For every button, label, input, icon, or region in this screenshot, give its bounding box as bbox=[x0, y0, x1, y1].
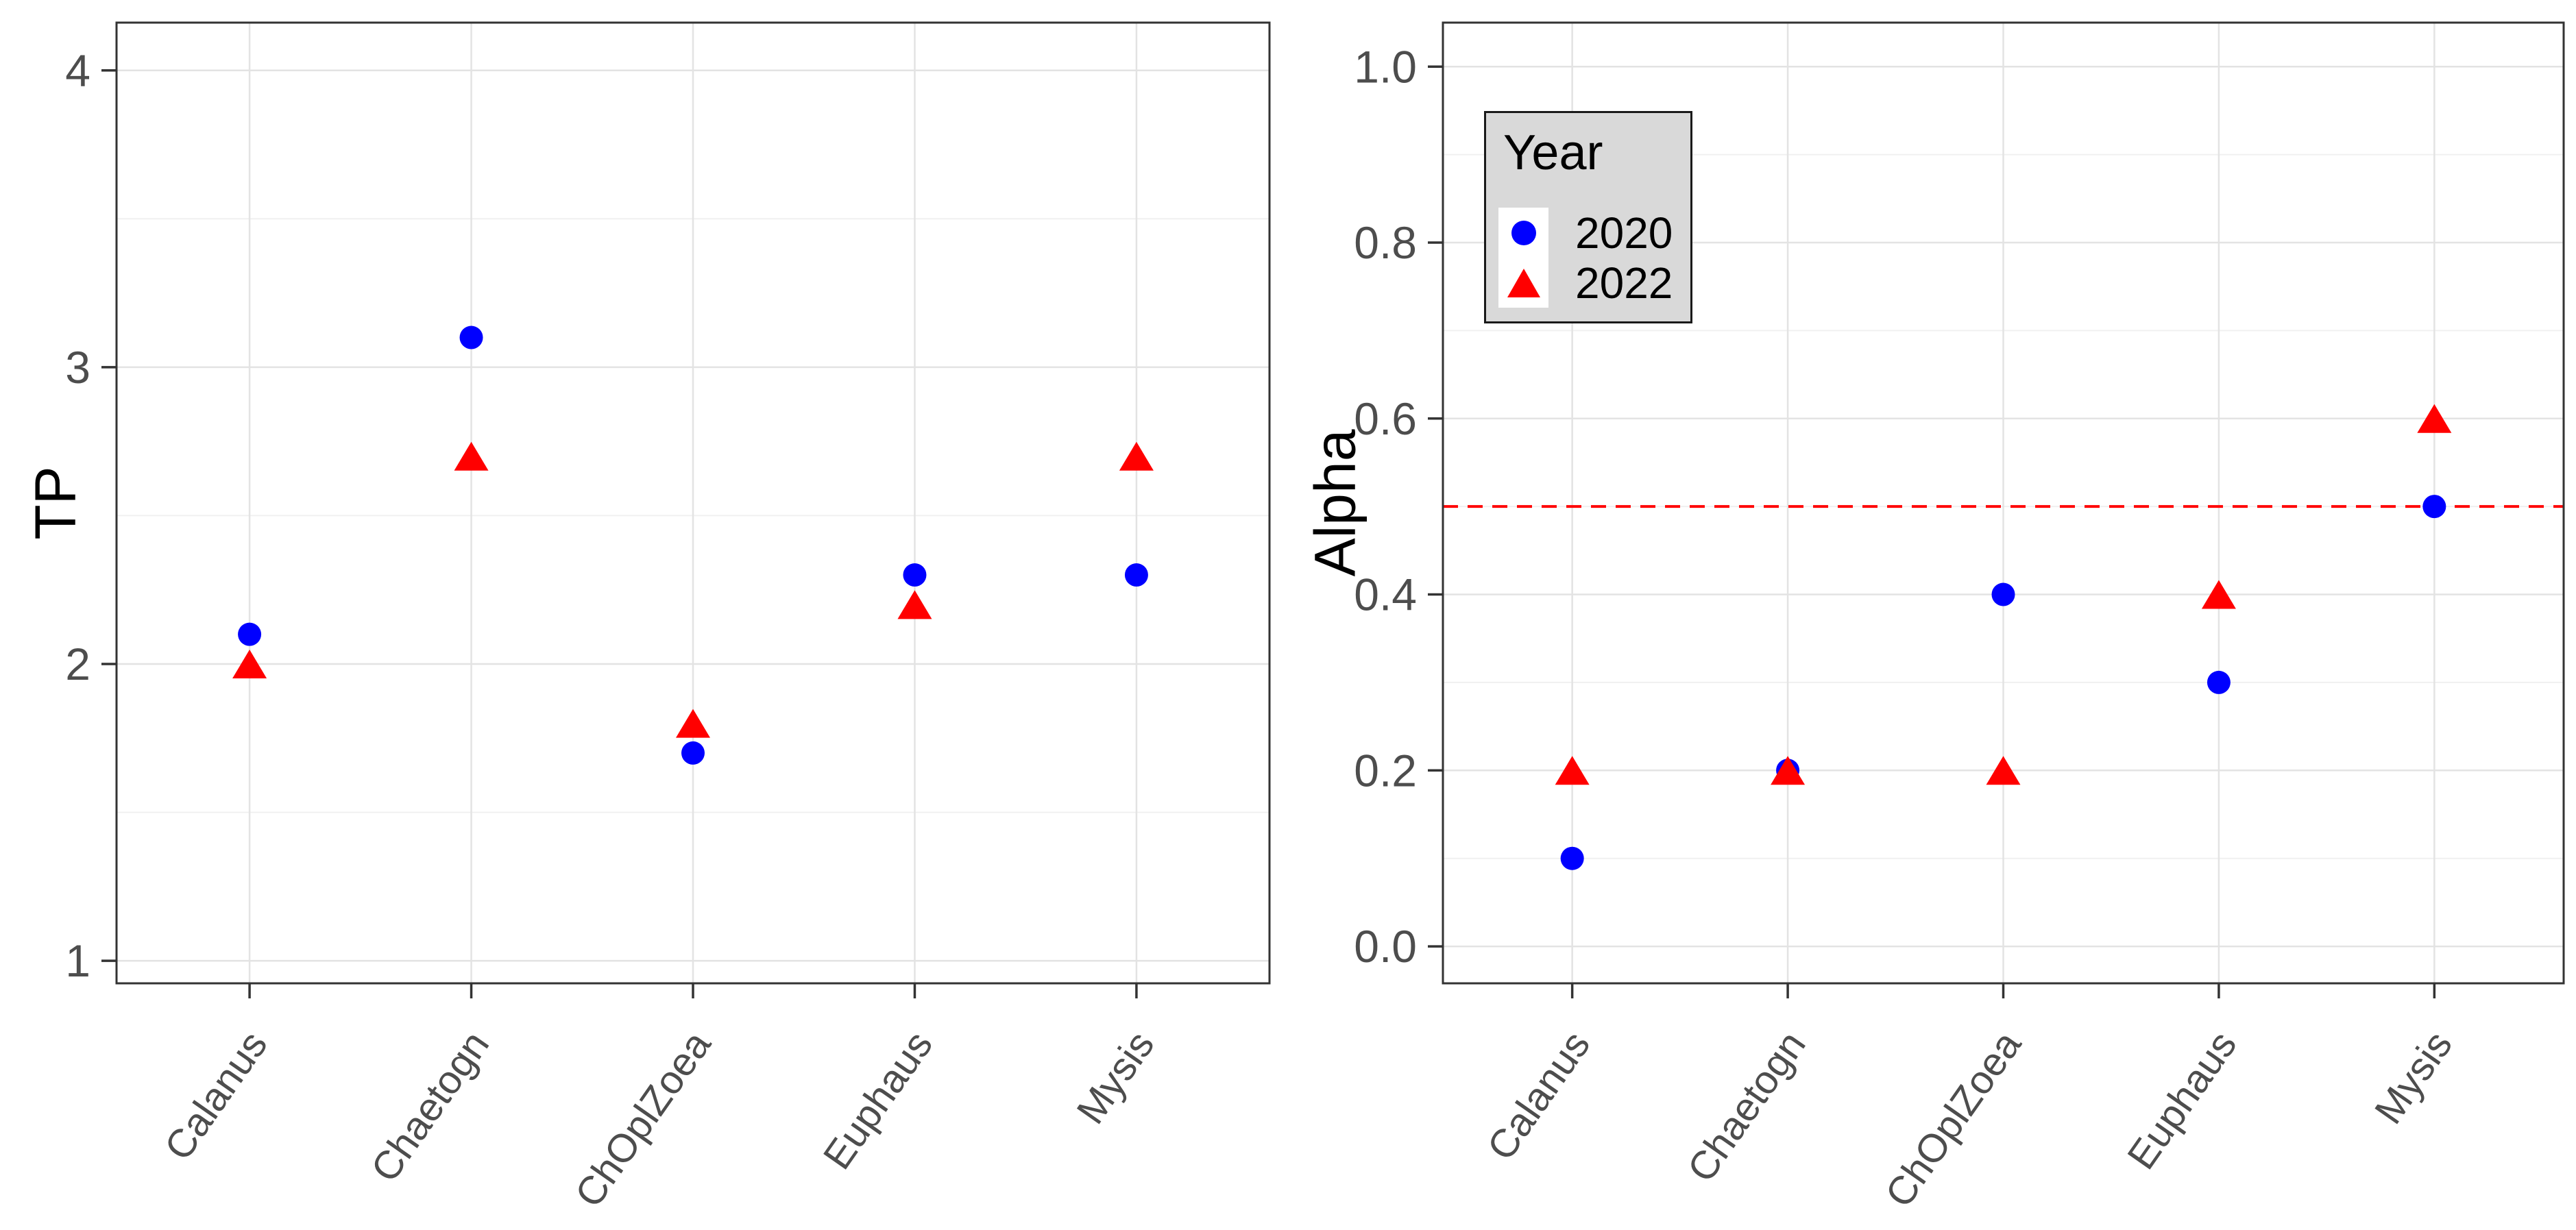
legend-key-box bbox=[1498, 258, 1548, 308]
data-point-2022 bbox=[232, 649, 267, 678]
legend-key-box bbox=[1498, 208, 1548, 258]
data-point-2022 bbox=[676, 709, 710, 738]
x-tick-label: ChOplZoea bbox=[566, 1023, 720, 1216]
data-point-2020 bbox=[903, 563, 927, 587]
x-tick-label: Euphaus bbox=[2119, 1023, 2246, 1177]
legend-row-2022: 2022 bbox=[1498, 258, 1673, 308]
legend: Year 2020 2022 bbox=[1484, 111, 1692, 323]
y-axis-title: Alpha bbox=[1302, 429, 1367, 576]
x-tick-label: Euphaus bbox=[815, 1023, 942, 1177]
data-point-2020 bbox=[459, 325, 483, 349]
y-tick-label: 0.8 bbox=[1354, 217, 1417, 268]
data-point-2020 bbox=[2422, 495, 2446, 519]
data-point-2020 bbox=[1124, 563, 1148, 587]
legend-label-2020: 2020 bbox=[1575, 208, 1673, 258]
legend-keys: 2020 2022 bbox=[1498, 208, 1673, 308]
data-point-2020 bbox=[1991, 582, 2015, 606]
y-tick-label: 0.2 bbox=[1354, 745, 1417, 796]
x-tick-label: Mysis bbox=[2366, 1023, 2461, 1132]
data-point-2022 bbox=[897, 590, 932, 619]
x-tick-label: Calanus bbox=[156, 1023, 276, 1168]
x-tick-label: Chaetogn bbox=[363, 1023, 498, 1190]
legend-label-2022: 2022 bbox=[1575, 258, 1673, 308]
y-tick-label: 3 bbox=[65, 342, 90, 393]
data-point-2022 bbox=[454, 441, 489, 471]
tp-panel: 1 2 3 4 Calanus Chaetogn ChOplZoea Euphaus Mysis… bbox=[23, 21, 1271, 1216]
data-point-2022 bbox=[1986, 756, 2021, 785]
data-point-2020 bbox=[2207, 670, 2231, 694]
data-point-2022 bbox=[1555, 756, 1590, 785]
y-tick-label: 0.4 bbox=[1354, 569, 1417, 620]
data-point-2022 bbox=[2417, 404, 2452, 433]
data-point-2020 bbox=[238, 622, 262, 646]
circle-marker-icon bbox=[1511, 220, 1536, 245]
data-point-2022 bbox=[1771, 756, 1806, 785]
legend-title: Year bbox=[1503, 125, 1603, 180]
data-point-2020 bbox=[681, 741, 705, 765]
x-tick-label: Mysis bbox=[1068, 1023, 1163, 1132]
data-point-2022 bbox=[2201, 580, 2236, 609]
y-tick-label: 0.6 bbox=[1354, 393, 1417, 444]
y-tick-label: 2 bbox=[65, 639, 90, 689]
y-tick-label: 1.0 bbox=[1354, 41, 1417, 92]
y-tick-label: 4 bbox=[65, 45, 90, 96]
data-point-2020 bbox=[1560, 846, 1584, 870]
x-tick-label: ChOplZoea bbox=[1877, 1023, 2030, 1216]
y-tick-label: 0.0 bbox=[1354, 921, 1417, 972]
legend-row-2020: 2020 bbox=[1498, 208, 1673, 258]
y-tick-label: 1 bbox=[65, 935, 90, 986]
y-axis-title: TP bbox=[23, 466, 87, 539]
x-tick-label: Chaetogn bbox=[1679, 1023, 1814, 1190]
triangle-marker-icon bbox=[1507, 268, 1540, 297]
x-tick-label: Calanus bbox=[1479, 1023, 1599, 1168]
data-point-2022 bbox=[1119, 441, 1154, 471]
